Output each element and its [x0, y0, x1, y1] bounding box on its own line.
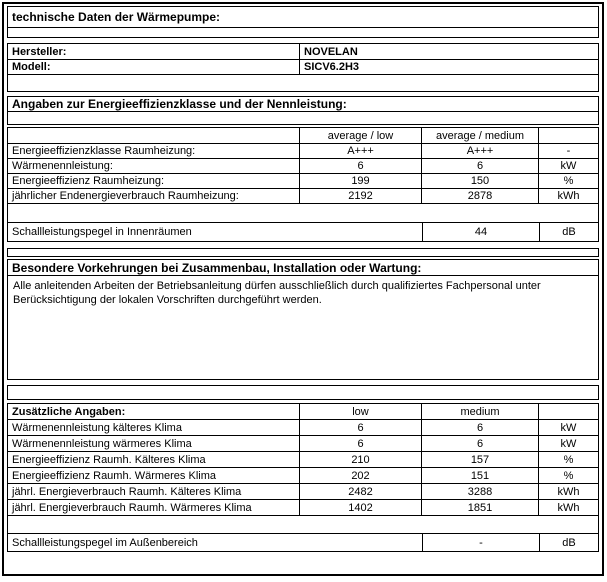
spacer-table	[7, 248, 599, 257]
table-row-efficiency-warmer: Energieeffizienz Raumh. Wärmeres Klima 2…	[8, 467, 598, 483]
table-row-annual-consumption: jährlicher Endenergieverbrauch Raumheizu…	[8, 188, 598, 203]
table-row-heat-output-warmer: Wärmenennleistung wärmeres Klima 6 6 kW	[8, 435, 598, 451]
spacer-row	[8, 28, 598, 37]
table-row-heat-output-colder: Wärmenennleistung kälteres Klima 6 6 kW	[8, 419, 598, 435]
manufacturer-table: Hersteller: NOVELAN Modell: SICV6.2H3	[7, 43, 599, 92]
row-unit: %	[538, 452, 598, 467]
row-value-medium: 3288	[421, 484, 538, 499]
row-label: Wärmenennleistung wärmeres Klima	[12, 437, 192, 450]
model-row: Modell: SICV6.2H3	[8, 59, 598, 74]
table-row-efficiency: Energieeffizienz Raumheizung: 199 150 %	[8, 173, 598, 188]
row-unit: kW	[538, 159, 598, 173]
table-row-consumption-warmer: jährl. Energieverbrauch Raumh. Wärmeres …	[8, 499, 598, 515]
precautions-title: Besondere Vorkehrungen bei Zusammenbau, …	[12, 260, 422, 275]
table-row-consumption-colder: jährl. Energieverbrauch Raumh. Kälteres …	[8, 483, 598, 499]
row-label: Energieeffizienz Raumheizung:	[12, 175, 165, 187]
sound-indoor-label: Schallleistungspegel in Innenräumen	[12, 226, 192, 238]
manufacturer-row: Hersteller: NOVELAN	[8, 44, 598, 59]
col-header-average-medium: average / medium	[421, 128, 538, 143]
table-row-efficiency-class: Energieeffizienzklasse Raumheizung: A+++…	[8, 143, 598, 158]
row-value-low: A+++	[299, 144, 421, 158]
precautions-text: Alle anleitenden Arbeiten der Betriebsan…	[8, 275, 598, 379]
row-unit: %	[538, 468, 598, 483]
empty-unit-header-cell	[538, 128, 598, 143]
document-border: technische Daten der Wärmepumpe: Herstel…	[2, 2, 604, 576]
sound-level-outdoor-row: Schallleistungspegel im Außenbereich - d…	[8, 533, 598, 551]
row-value-low: 1402	[299, 500, 421, 515]
row-value-medium: 6	[421, 159, 538, 173]
row-label: jährl. Energieverbrauch Raumh. Kälteres …	[12, 485, 242, 498]
spacer-row	[8, 386, 598, 399]
spacer-table	[7, 385, 599, 400]
row-unit: %	[538, 174, 598, 188]
row-value-low: 6	[299, 420, 421, 435]
row-unit: -	[538, 144, 598, 158]
main-title-table: technische Daten der Wärmepumpe:	[7, 6, 599, 38]
row-value-low: 210	[299, 452, 421, 467]
energy-section-title: Angaben zur Energieeffizienzklasse und d…	[12, 97, 347, 111]
table-row-heat-output: Wärmenennleistung: 6 6 kW	[8, 158, 598, 173]
energy-title-table: Angaben zur Energieeffizienzklasse und d…	[7, 96, 599, 125]
sound-level-indoor-row: Schallleistungspegel in Innenräumen 44 d…	[8, 222, 598, 241]
spacer-row	[8, 75, 598, 91]
col-header-medium: medium	[421, 404, 538, 419]
row-unit: kWh	[538, 484, 598, 499]
spacer-row	[8, 249, 598, 256]
row-label: Energieeffizienz Raumh. Kälteres Klima	[12, 453, 206, 466]
row-value-medium: 6	[421, 420, 538, 435]
additional-section-title: Zusätzliche Angaben:	[12, 405, 126, 418]
row-value-medium: 2878	[421, 189, 538, 203]
spacer-row	[8, 204, 598, 222]
row-value-low: 6	[299, 436, 421, 451]
sound-indoor-unit: dB	[539, 223, 598, 241]
sound-outdoor-unit: dB	[539, 534, 598, 551]
row-value-low: 2482	[299, 484, 421, 499]
energy-header-row: average / low average / medium	[8, 128, 598, 143]
row-value-medium: 6	[421, 436, 538, 451]
row-value-medium: 157	[421, 452, 538, 467]
model-value: SICV6.2H3	[299, 60, 598, 74]
row-value-low: 2192	[299, 189, 421, 203]
row-value-low: 199	[299, 174, 421, 188]
additional-header-row: Zusätzliche Angaben: low medium	[8, 404, 598, 419]
row-value-medium: 151	[421, 468, 538, 483]
row-label: jährlicher Endenergieverbrauch Raumheizu…	[12, 190, 239, 202]
row-label: Energieeffizienzklasse Raumheizung:	[12, 145, 196, 157]
row-unit: kWh	[538, 189, 598, 203]
precautions-table: Besondere Vorkehrungen bei Zusammenbau, …	[7, 259, 599, 380]
model-label: Modell:	[12, 61, 51, 73]
manufacturer-value: NOVELAN	[299, 44, 598, 59]
empty-header-cell	[8, 128, 299, 143]
manufacturer-label: Hersteller:	[12, 45, 67, 58]
row-label: Energieeffizienz Raumh. Wärmeres Klima	[12, 469, 216, 482]
col-header-average-low: average / low	[299, 128, 421, 143]
row-unit: kW	[538, 420, 598, 435]
spacer-row	[8, 516, 598, 533]
row-value-low: 202	[299, 468, 421, 483]
sound-outdoor-label: Schallleistungspegel im Außenbereich	[12, 536, 198, 549]
row-label: Wärmenennleistung kälteres Klima	[12, 421, 182, 434]
spacer-row	[8, 112, 598, 124]
empty-unit-header-cell	[538, 404, 598, 419]
row-label: Wärmenennleistung:	[12, 160, 113, 172]
additional-table: Zusätzliche Angaben: low medium Wärmenen…	[7, 403, 599, 552]
row-value-medium: 1851	[421, 500, 538, 515]
row-unit: kWh	[538, 500, 598, 515]
page-title: technische Daten der Wärmepumpe:	[12, 10, 221, 24]
energy-table: average / low average / medium Energieef…	[7, 127, 599, 242]
table-row-efficiency-colder: Energieeffizienz Raumh. Kälteres Klima 2…	[8, 451, 598, 467]
row-label: jährl. Energieverbrauch Raumh. Wärmeres …	[12, 501, 252, 514]
row-value-low: 6	[299, 159, 421, 173]
sound-indoor-value: 44	[422, 223, 539, 241]
sound-outdoor-value: -	[422, 534, 539, 551]
col-header-low: low	[299, 404, 421, 419]
row-value-medium: A+++	[421, 144, 538, 158]
row-value-medium: 150	[421, 174, 538, 188]
row-unit: kW	[538, 436, 598, 451]
